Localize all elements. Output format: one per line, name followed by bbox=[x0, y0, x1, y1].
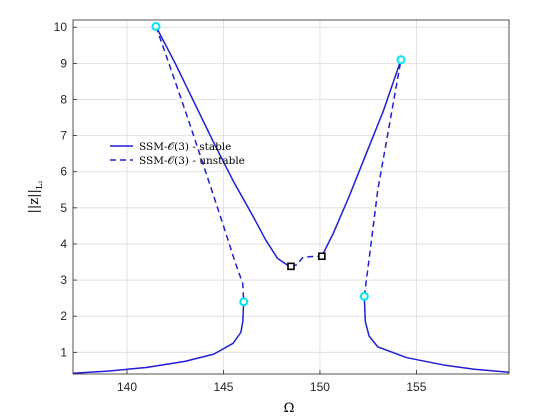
grid bbox=[73, 20, 509, 374]
y-tick-label: 6 bbox=[60, 165, 67, 179]
plot-area bbox=[73, 20, 509, 374]
series-line-stable bbox=[321, 59, 402, 257]
bifurcation-point bbox=[239, 297, 249, 307]
x-tick-label: 150 bbox=[310, 380, 330, 394]
y-tick-label: 3 bbox=[60, 273, 67, 287]
series-line-unstable bbox=[363, 59, 402, 297]
y-tick-label: 4 bbox=[60, 237, 67, 251]
y-tick-label: 1 bbox=[60, 345, 67, 359]
y-tick-label: 2 bbox=[60, 309, 67, 323]
y-tick-label: 5 bbox=[60, 201, 67, 215]
bifurcation-point bbox=[396, 55, 406, 65]
legend-label-unstable: SSM-𝒪(3) - unstable bbox=[139, 155, 245, 167]
bifurcation-point bbox=[151, 22, 161, 32]
series-line-stable bbox=[155, 26, 292, 268]
y-axis-label-main: ||z|| bbox=[27, 189, 42, 213]
points-layer bbox=[151, 22, 406, 307]
x-axis-label: Ω bbox=[284, 401, 295, 416]
legend: SSM-𝒪(3) - stable SSM-𝒪(3) - unstable bbox=[110, 141, 245, 167]
series-line-stable bbox=[72, 301, 245, 375]
y-tick-label: 10 bbox=[54, 20, 68, 34]
bifurcation-point bbox=[359, 291, 369, 301]
y-axis-label: ||z||L₂ bbox=[27, 181, 44, 214]
x-tick-label: 145 bbox=[213, 380, 233, 394]
plot-frame bbox=[72, 19, 510, 375]
x-tick-label: 155 bbox=[406, 380, 426, 394]
axis-ticks: 140 145 150 155 1 2 3 4 5 6 7 8 9 10 bbox=[54, 20, 427, 394]
series-layer bbox=[72, 26, 510, 375]
svg-text:||z||L₂: ||z||L₂ bbox=[27, 181, 44, 214]
y-tick-label: 9 bbox=[60, 56, 67, 70]
legend-label-stable: SSM-𝒪(3) - stable bbox=[139, 141, 231, 153]
x-tick-label: 140 bbox=[117, 380, 137, 394]
series-line-unstable bbox=[155, 26, 245, 302]
y-tick-label: 7 bbox=[60, 129, 67, 143]
series-line-unstable bbox=[290, 255, 322, 268]
y-tick-label: 8 bbox=[60, 92, 67, 106]
y-axis-label-subscript: L₂ bbox=[35, 181, 44, 190]
series-line-stable bbox=[363, 296, 510, 373]
square-marker bbox=[318, 252, 326, 261]
square-marker bbox=[287, 262, 295, 271]
